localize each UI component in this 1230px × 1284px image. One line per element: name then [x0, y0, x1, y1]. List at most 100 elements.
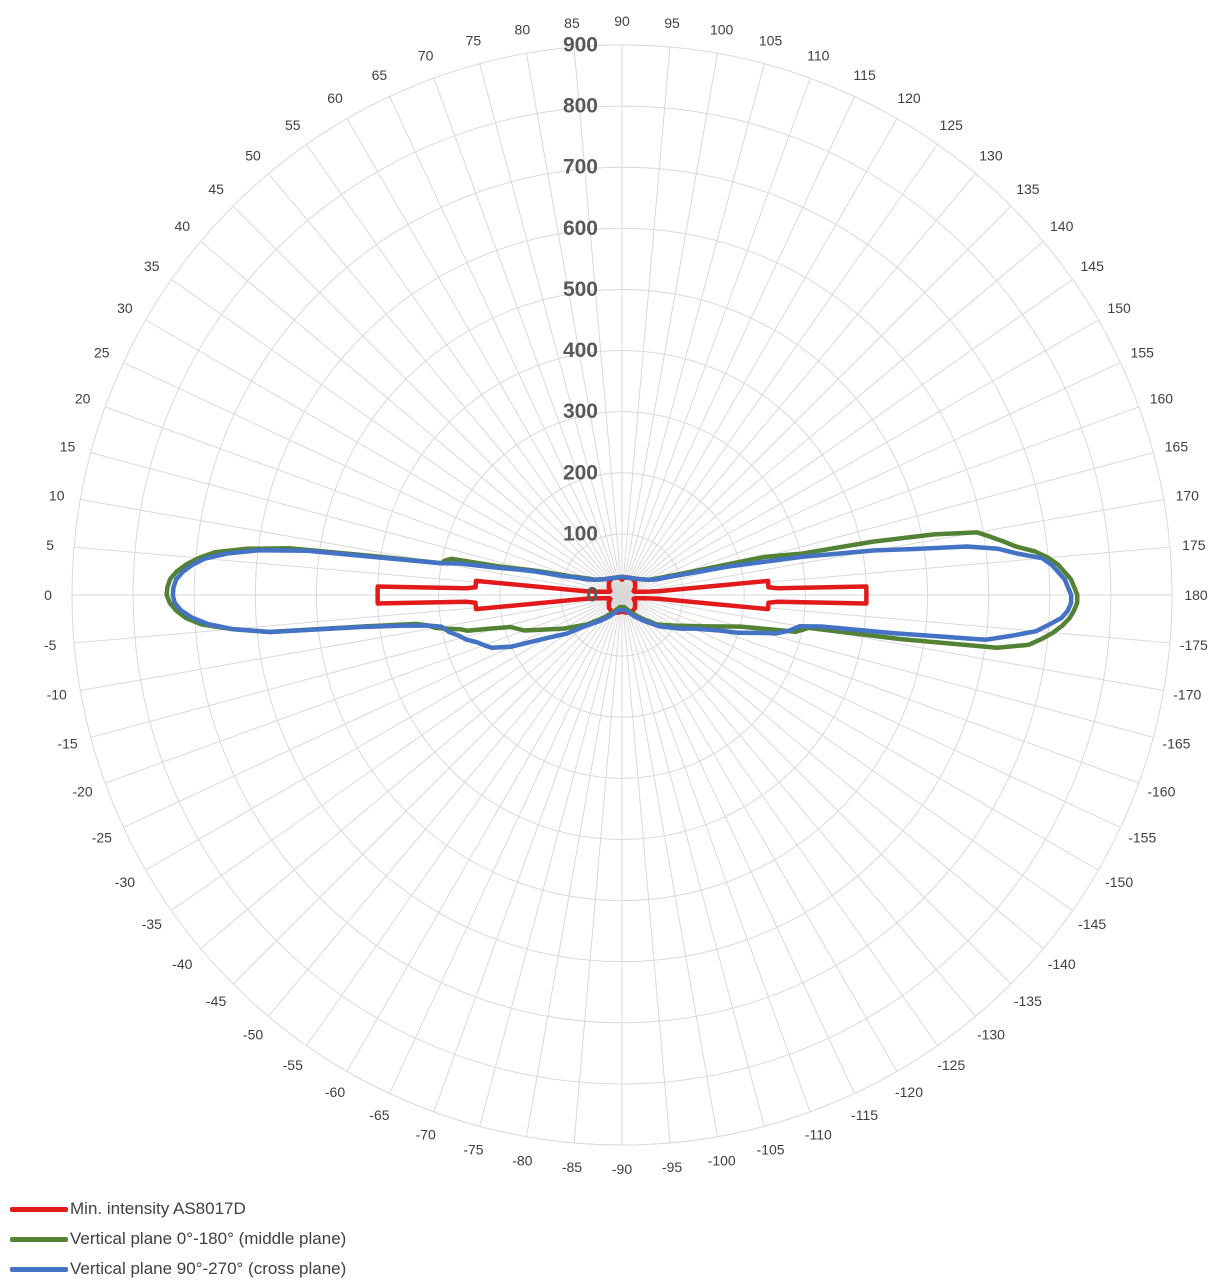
- grid-spoke: [346, 594, 623, 1072]
- angle-tick-label: 165: [1165, 438, 1189, 454]
- grid-spoke: [80, 499, 623, 596]
- grid-spoke: [479, 63, 623, 596]
- radial-tick-label: 300: [563, 400, 598, 423]
- angle-tick-label: 35: [144, 258, 160, 274]
- legend-item: Vertical plane 0°-180° (middle plane): [10, 1224, 346, 1254]
- angle-tick-label: -175: [1180, 637, 1208, 653]
- angle-tick-label: 110: [807, 48, 830, 64]
- angle-tick-label: -15: [57, 736, 77, 752]
- grid-spoke: [621, 594, 976, 1017]
- grid-spoke: [621, 594, 1154, 738]
- grid-spoke: [171, 279, 623, 596]
- grid-spoke: [433, 77, 623, 596]
- angle-tick-label: -85: [562, 1159, 582, 1175]
- angle-tick-label: 175: [1182, 537, 1206, 553]
- angle-tick-label: 20: [75, 391, 91, 407]
- angle-tick-label: 105: [759, 33, 783, 49]
- radial-tick-label: 200: [563, 461, 598, 484]
- angular-axis-labels: 90 95 100105110115120125130135140145150155…: [44, 13, 1208, 1177]
- angle-tick-label: -40: [172, 956, 192, 972]
- angle-tick-label: 50: [245, 147, 261, 163]
- angle-tick-label: -50: [243, 1027, 263, 1043]
- grid-spoke: [306, 144, 623, 596]
- angle-tick-label: 85: [564, 15, 580, 31]
- grid-spoke: [171, 594, 623, 911]
- grid-spoke: [621, 118, 898, 596]
- grid-spoke: [621, 499, 1164, 596]
- grid-spoke: [389, 594, 623, 1094]
- series-line-3: [170, 544, 1074, 650]
- grid-spoke: [306, 594, 623, 1046]
- series-layer: [164, 530, 1080, 650]
- grid-spoke: [145, 319, 623, 596]
- grid-spoke: [621, 406, 1140, 596]
- angle-tick-label: 140: [1050, 218, 1074, 234]
- angle-tick-label: -105: [757, 1141, 785, 1157]
- angle-tick-label: 40: [175, 218, 191, 234]
- angle-tick-label: -135: [1014, 993, 1042, 1009]
- angle-tick-label: -55: [283, 1057, 303, 1073]
- grid-spoke: [389, 96, 623, 596]
- grid-spoke: [621, 77, 811, 596]
- angle-tick-label: -25: [92, 830, 112, 846]
- angle-tick-label: 130: [979, 147, 1003, 163]
- series-line-1: [375, 575, 869, 615]
- grid-spoke: [621, 594, 1012, 985]
- grid-spoke: [573, 594, 623, 1143]
- angle-tick-label: -10: [47, 687, 67, 703]
- grid-spoke: [123, 362, 623, 596]
- radial-tick-label: 600: [563, 217, 598, 240]
- angle-tick-label: 0: [44, 587, 52, 603]
- grid-spoke: [621, 594, 1044, 949]
- grid-spoke: [621, 241, 1044, 596]
- angle-tick-label: 75: [466, 33, 482, 49]
- grid-spoke: [621, 47, 671, 596]
- angle-tick-label: 5: [46, 537, 54, 553]
- angle-tick-label: 145: [1081, 258, 1105, 274]
- angle-tick-label: 70: [418, 48, 434, 64]
- angle-tick-label: 150: [1107, 300, 1131, 316]
- angle-tick-label: -140: [1048, 956, 1076, 972]
- grid-spoke: [90, 594, 623, 738]
- angle-tick-label: -60: [325, 1084, 345, 1100]
- grid-spoke: [479, 594, 623, 1127]
- angle-tick-label: -5: [44, 637, 57, 653]
- grid-spoke: [80, 594, 623, 691]
- grid-spoke: [621, 594, 811, 1113]
- angle-tick-label: 25: [94, 344, 110, 360]
- legend-item: Min. intensity AS8017D: [10, 1194, 346, 1224]
- angle-tick-label: 60: [327, 90, 343, 106]
- radial-axis-labels: 0 100 200 300 400 500 600 700 800 900: [563, 34, 598, 607]
- angle-tick-label: -130: [977, 1027, 1005, 1043]
- grid-spoke: [526, 594, 623, 1137]
- grid-spoke: [621, 594, 938, 1046]
- angle-tick-label: -125: [937, 1057, 965, 1073]
- grid-spoke: [232, 205, 623, 596]
- angle-tick-label: 170: [1176, 487, 1200, 503]
- angle-tick-label: -80: [512, 1152, 532, 1168]
- legend: Min. intensity AS8017D Vertical plane 0°-…: [10, 1194, 346, 1284]
- legend-swatch: [10, 1206, 68, 1212]
- angle-tick-label: -165: [1162, 736, 1190, 752]
- angle-tick-label: 95: [664, 15, 680, 31]
- angle-tick-label: -95: [662, 1159, 682, 1175]
- grid-spoke: [200, 594, 623, 949]
- grid-spoke: [621, 594, 718, 1137]
- grid-spoke: [621, 594, 855, 1094]
- angle-tick-label: -170: [1173, 687, 1201, 703]
- grid-spoke: [621, 594, 765, 1127]
- angle-tick-label: 125: [940, 117, 964, 133]
- angle-tick-label: 115: [853, 67, 876, 83]
- grid-spoke: [621, 594, 1099, 871]
- grid-spoke: [621, 144, 938, 596]
- angle-tick-label: 120: [897, 90, 921, 106]
- grid-spoke: [104, 406, 623, 596]
- grid-spoke: [104, 594, 623, 784]
- grid-spoke: [621, 279, 1073, 596]
- grid-spoke: [621, 96, 855, 596]
- angle-tick-label: 135: [1016, 181, 1040, 197]
- grid-spoke: [433, 594, 623, 1113]
- angle-tick-label: -45: [206, 993, 226, 1009]
- angle-tick-label: -30: [115, 874, 135, 890]
